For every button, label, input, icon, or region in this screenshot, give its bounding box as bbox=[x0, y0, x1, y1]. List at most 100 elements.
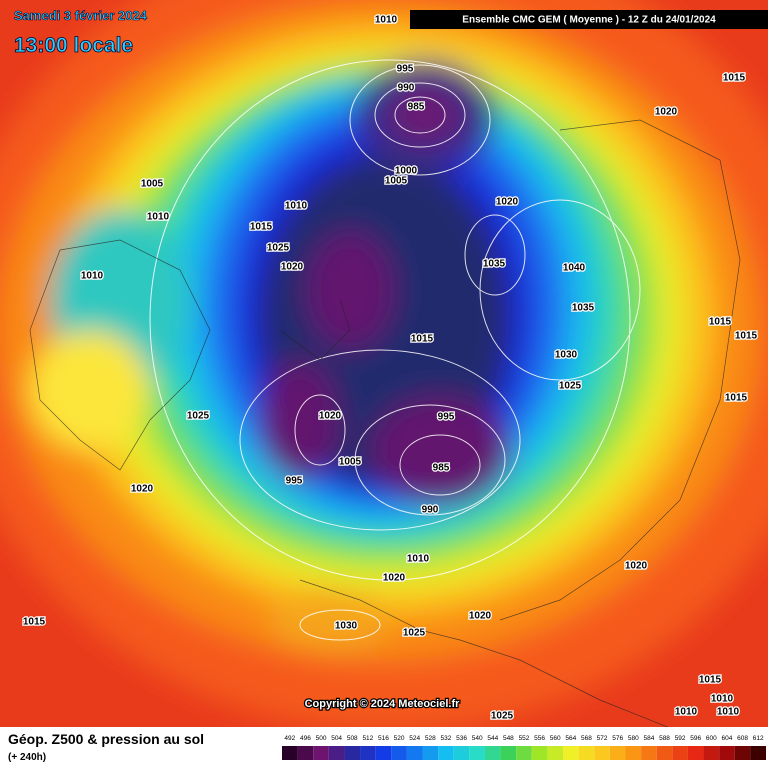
scale-swatch bbox=[484, 746, 501, 760]
scale-swatch bbox=[375, 746, 392, 760]
scale-swatch bbox=[328, 746, 345, 760]
scale-label: 528 bbox=[425, 735, 436, 742]
isobar-label: 1030 bbox=[335, 621, 358, 632]
scale-label: 604 bbox=[722, 735, 733, 742]
isobar-label: 1005 bbox=[385, 176, 408, 187]
scale-swatch bbox=[516, 746, 532, 760]
isobar-label: 1025 bbox=[559, 381, 582, 392]
isobar-label: 990 bbox=[398, 83, 415, 94]
scale-label: 540 bbox=[472, 735, 483, 742]
scale-swatch bbox=[391, 746, 407, 760]
scale-label: 576 bbox=[612, 735, 623, 742]
scale-label: 608 bbox=[737, 735, 748, 742]
isobar-label: 1020 bbox=[131, 484, 154, 495]
scale-label: 504 bbox=[331, 735, 342, 742]
scale-label: 532 bbox=[441, 735, 452, 742]
scale-label: 580 bbox=[628, 735, 639, 742]
scale-swatch bbox=[656, 746, 673, 760]
forecast-date: Samedi 3 février 2024 bbox=[14, 8, 148, 23]
scale-swatch bbox=[406, 746, 423, 760]
copyright: Copyright © 2024 Meteociel.fr bbox=[305, 698, 461, 710]
isobar-label: 1005 bbox=[141, 179, 164, 190]
scale-swatch bbox=[547, 746, 564, 760]
isobar-label: 995 bbox=[438, 412, 455, 423]
isobar-label: 1015 bbox=[411, 334, 434, 345]
isobar-label: 1010 bbox=[147, 212, 170, 223]
scale-label: 572 bbox=[597, 735, 608, 742]
scale-swatch bbox=[594, 746, 610, 760]
scale-label: 496 bbox=[300, 735, 311, 742]
isobar-label: 1015 bbox=[725, 393, 748, 404]
forecast-time: 13:00 locale bbox=[14, 34, 133, 57]
scale-label: 508 bbox=[347, 735, 358, 742]
scale-swatch bbox=[719, 746, 735, 760]
scale-label: 556 bbox=[534, 735, 545, 742]
scale-swatch bbox=[734, 746, 751, 760]
scale-label: 592 bbox=[675, 735, 686, 742]
isobar-label: 990 bbox=[422, 505, 439, 516]
footer-title: Géop. Z500 & pression au sol bbox=[8, 731, 204, 747]
isobar-label: 1035 bbox=[483, 259, 506, 270]
isobar-label: 1010 bbox=[407, 554, 430, 565]
scale-swatch bbox=[344, 746, 361, 760]
isobar-label: 1010 bbox=[711, 694, 734, 705]
scale-label: 588 bbox=[659, 735, 670, 742]
scale-swatch bbox=[687, 746, 704, 760]
isobar-label: 1015 bbox=[23, 617, 46, 628]
scale-label: 560 bbox=[550, 735, 561, 742]
scale-swatch bbox=[578, 746, 595, 760]
scale-swatch bbox=[672, 746, 688, 760]
scale-label: 552 bbox=[519, 735, 530, 742]
scale-label: 512 bbox=[362, 735, 373, 742]
scale-swatch bbox=[641, 746, 657, 760]
isobar-label: 1020 bbox=[319, 411, 342, 422]
scale-label: 564 bbox=[565, 735, 576, 742]
isobar-label: 985 bbox=[433, 463, 450, 474]
scale-label: 492 bbox=[284, 735, 295, 742]
isobar-label: 1020 bbox=[625, 561, 648, 572]
scale-swatch bbox=[297, 746, 314, 760]
scale-swatch bbox=[360, 746, 376, 760]
scale-swatch bbox=[750, 746, 766, 760]
footer-subtitle: (+ 240h) bbox=[8, 752, 46, 763]
scale-label: 536 bbox=[456, 735, 467, 742]
isobar-label: 1010 bbox=[675, 707, 698, 718]
isobar-label: 1040 bbox=[563, 263, 586, 274]
isobar-label: 1015 bbox=[699, 675, 722, 686]
isobar-label: 1020 bbox=[496, 197, 519, 208]
isobar-label: 985 bbox=[408, 102, 425, 113]
scale-swatch bbox=[625, 746, 642, 760]
isobar-label: 1015 bbox=[250, 222, 273, 233]
scale-label: 500 bbox=[316, 735, 327, 742]
scale-swatch bbox=[609, 746, 626, 760]
model-run: Ensemble CMC GEM ( Moyenne ) - 12 Z du 2… bbox=[462, 15, 716, 26]
scale-label: 568 bbox=[581, 735, 592, 742]
isobar-label: 1015 bbox=[709, 317, 732, 328]
isobar-label: 1020 bbox=[655, 107, 678, 118]
scale-label: 584 bbox=[643, 735, 654, 742]
scale-label: 520 bbox=[394, 735, 405, 742]
scale-swatch bbox=[469, 746, 485, 760]
scale-swatch bbox=[438, 746, 454, 760]
isobars bbox=[149, 59, 641, 641]
isobar-label: 1000 bbox=[395, 166, 418, 177]
isobar-label: 1025 bbox=[187, 411, 210, 422]
isobar-label: 1030 bbox=[555, 350, 578, 361]
model-banner bbox=[410, 10, 768, 29]
scale-swatch bbox=[282, 746, 298, 760]
scale-swatch bbox=[313, 746, 329, 760]
isobar-label: 1005 bbox=[339, 457, 362, 468]
isobar-label: 1020 bbox=[469, 611, 492, 622]
isobar-label: 1010 bbox=[285, 201, 308, 212]
isobar-label: 1020 bbox=[281, 262, 304, 273]
scale-swatch bbox=[703, 746, 720, 760]
scale-label: 516 bbox=[378, 735, 389, 742]
scale-swatch bbox=[500, 746, 517, 760]
scale-swatch bbox=[563, 746, 579, 760]
isobar-label: 1025 bbox=[403, 628, 426, 639]
isobar-label: 1010 bbox=[81, 271, 104, 282]
isobar-label: 1010 bbox=[717, 707, 740, 718]
isobar-label: 995 bbox=[397, 64, 414, 75]
coastlines bbox=[29, 119, 741, 741]
